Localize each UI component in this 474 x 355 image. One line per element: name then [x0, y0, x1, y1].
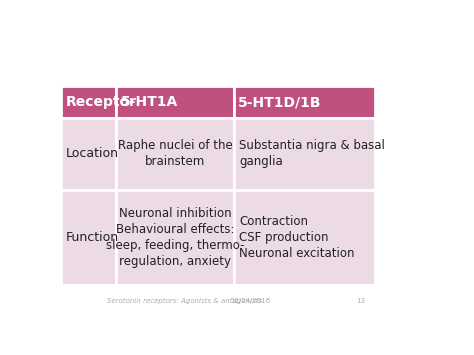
Text: 13: 13: [356, 298, 365, 304]
Text: 5-HT1A: 5-HT1A: [120, 95, 178, 109]
Bar: [61, 118, 116, 190]
Bar: [61, 86, 116, 118]
Text: 12/24/2016: 12/24/2016: [230, 298, 270, 304]
Text: Serotonin receptors: Agonists & antagonists: Serotonin receptors: Agonists & antagoni…: [107, 298, 262, 304]
Bar: [234, 86, 375, 118]
Text: 5-HT1D/1B: 5-HT1D/1B: [238, 95, 322, 109]
Bar: [234, 118, 375, 190]
Text: Contraction
CSF production
Neuronal excitation: Contraction CSF production Neuronal exci…: [239, 215, 355, 260]
Text: Raphe nuclei of the
brainstem: Raphe nuclei of the brainstem: [118, 140, 232, 169]
Text: Substantia nigra & basal
ganglia: Substantia nigra & basal ganglia: [239, 140, 385, 169]
Text: Receptor: Receptor: [65, 95, 137, 109]
Bar: [116, 190, 234, 284]
Bar: [61, 190, 116, 284]
Text: Function: Function: [65, 231, 118, 244]
Bar: [116, 118, 234, 190]
Text: Neuronal inhibition
Behavioural effects:
sleep, feeding, thermo-
regulation, anx: Neuronal inhibition Behavioural effects:…: [106, 207, 244, 268]
Bar: [116, 86, 234, 118]
Text: Location: Location: [65, 147, 118, 160]
Bar: [234, 190, 375, 284]
